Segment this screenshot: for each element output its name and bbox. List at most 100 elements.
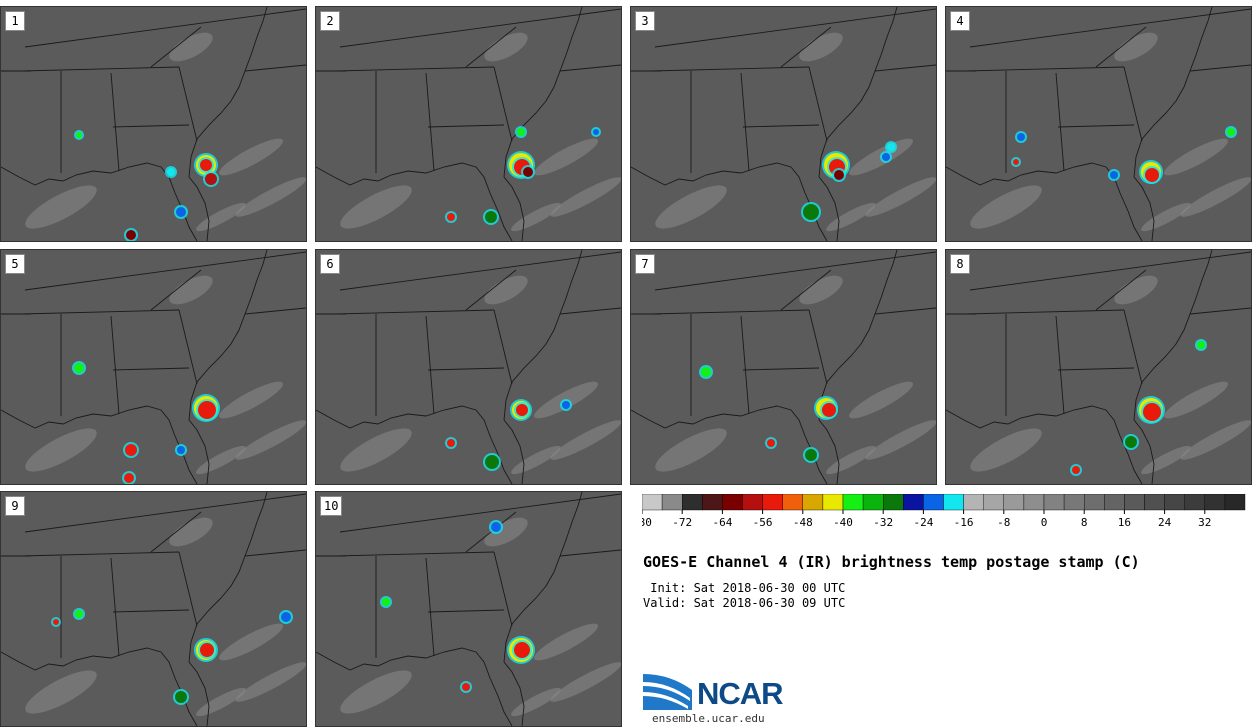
map-boundary: [188, 7, 268, 178]
cloud-haze: [25, 185, 97, 229]
storm-cell: [822, 403, 836, 417]
map-boundary: [465, 511, 517, 553]
stamp-panel-2: 2: [315, 6, 622, 242]
colorbar-tick-label: -56: [753, 516, 773, 529]
map-boundary: [493, 551, 513, 627]
map-boundary: [427, 609, 505, 613]
cloud-haze: [865, 177, 936, 217]
map-boundary: [465, 26, 517, 68]
map-6: [316, 250, 621, 484]
colorbar-tick-label: -48: [793, 516, 813, 529]
map-boundary: [874, 64, 936, 72]
cloud-haze: [533, 138, 599, 176]
colorbar-tick-label: 32: [1198, 516, 1211, 529]
map-boundary: [965, 309, 1125, 315]
storm-cell: [491, 522, 501, 532]
colorbar-swatch: [1164, 494, 1185, 511]
storm-cell: [1017, 133, 1025, 141]
colorbar-swatch: [1124, 494, 1145, 511]
map-boundary: [425, 557, 435, 657]
map-boundary: [110, 315, 120, 415]
map-boundary: [631, 405, 828, 484]
storm-cell: [200, 159, 212, 171]
map-boundary: [503, 492, 583, 663]
storm-cell: [1110, 171, 1118, 179]
map-boundary: [742, 367, 820, 371]
cloud-haze: [511, 445, 561, 475]
cloud-haze: [826, 445, 876, 475]
map-boundary: [808, 309, 828, 385]
storm-cell: [175, 691, 187, 703]
storm-cell: [485, 455, 499, 469]
map-boundary: [316, 405, 513, 484]
colorbar-tick-label: 0: [1041, 516, 1048, 529]
map-boundary: [112, 124, 190, 128]
storm-cell: [517, 128, 525, 136]
map-boundary: [1123, 309, 1143, 385]
storm-cell: [516, 404, 528, 416]
colorbar-tick-label: 16: [1118, 516, 1131, 529]
map-boundary: [150, 26, 202, 68]
cloud-haze: [218, 138, 284, 176]
stamp-panel-5: 5: [0, 249, 307, 485]
storm-cell: [177, 446, 185, 454]
colorbar-tick-label: -8: [997, 516, 1010, 529]
cloud-haze: [484, 517, 528, 547]
map-boundary: [654, 8, 936, 48]
storm-cell: [701, 367, 711, 377]
map-boundary: [493, 66, 513, 142]
map-boundary: [650, 66, 810, 72]
colorbar-swatch: [722, 494, 743, 511]
map-boundary: [780, 26, 832, 68]
map-3: [631, 7, 936, 241]
map-boundary: [1, 647, 198, 726]
cloud-haze: [1114, 275, 1158, 305]
cloud-haze: [169, 32, 213, 62]
map-boundary: [742, 124, 820, 128]
map-boundary: [465, 269, 517, 311]
map-boundary: [1133, 7, 1213, 178]
cloud-haze: [1163, 138, 1229, 176]
colorbar-swatch: [903, 494, 924, 511]
colorbar-swatch: [923, 494, 944, 511]
storm-cell: [485, 211, 497, 223]
stamp-panel-4: 4: [945, 6, 1252, 242]
colorbar-swatch: [963, 494, 984, 511]
cloud-haze: [25, 428, 97, 472]
cloud-haze: [826, 202, 876, 232]
storm-cell: [76, 132, 82, 138]
colorbar-swatch: [1043, 494, 1065, 511]
map-8: [946, 250, 1251, 484]
init-time: Init: Sat 2018-06-30 00 UTC: [643, 581, 846, 595]
map-boundary: [244, 307, 306, 315]
storm-cell: [75, 610, 83, 618]
map-boundary: [740, 72, 750, 172]
colorbar-swatch: [682, 494, 703, 511]
cloud-haze: [340, 185, 412, 229]
map-boundary: [808, 66, 828, 142]
cloud-haze: [550, 662, 621, 702]
map-boundary: [1189, 307, 1251, 315]
stamp-panel-8: 8: [945, 249, 1252, 485]
map-boundary: [1133, 176, 1155, 241]
map-boundary: [1123, 66, 1143, 142]
colorbar-swatch: [1204, 494, 1226, 511]
map-boundary: [946, 405, 1143, 484]
colorbar-swatch: [782, 494, 803, 511]
storm-cell: [1072, 466, 1080, 474]
map-boundary: [178, 309, 198, 385]
cloud-haze: [235, 662, 306, 702]
map-boundary: [335, 309, 495, 315]
stamp-panel-6: 6: [315, 249, 622, 485]
map-boundary: [335, 66, 495, 72]
map-boundary: [1189, 64, 1251, 72]
colorbar-swatch: [661, 494, 683, 511]
colorbar-swatch: [642, 494, 663, 511]
logo-wordmark: NCAR: [697, 676, 784, 711]
member-label: 6: [320, 254, 340, 274]
map-boundary: [559, 64, 621, 72]
logo-url: ensemble.ucar.edu: [652, 712, 765, 725]
cloud-haze: [1141, 445, 1191, 475]
storm-cell: [126, 230, 136, 240]
map-boundary: [150, 511, 202, 553]
